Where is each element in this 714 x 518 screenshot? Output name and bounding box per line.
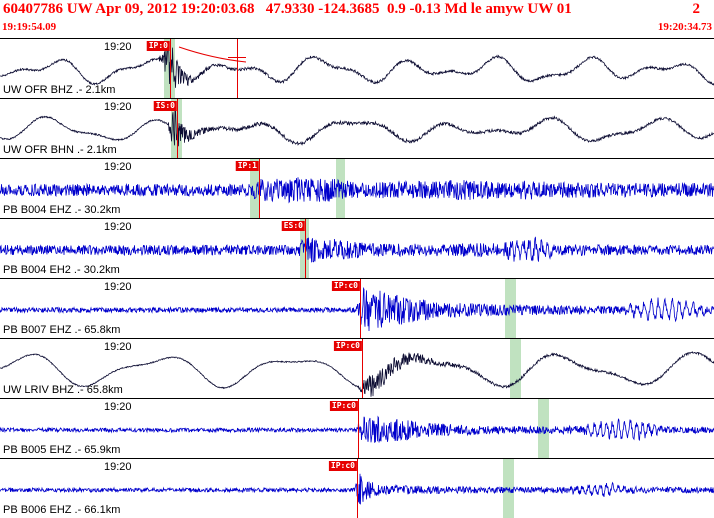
trace-line	[0, 286, 714, 332]
pick-line[interactable]	[259, 159, 260, 218]
trace-panel: IP:0 19:20 UW OFR BHZ .- 2.1km	[0, 38, 714, 98]
station-label: PB B006 EHZ .- 66.1km	[3, 504, 121, 516]
trace-line	[0, 236, 714, 263]
minute-label: 19:20	[104, 461, 132, 473]
pick-flag[interactable]: IP:c0	[328, 461, 357, 471]
event-summary-text: 60407786 UW Apr 09, 2012 19:20:03.68 47.…	[3, 1, 572, 17]
event-summary-extra: 2	[692, 1, 701, 17]
trace-panel: IP:c0 19:20 UW LRIV BHZ .- 65.8km	[0, 338, 714, 398]
trace-line	[0, 415, 714, 443]
window-end-time: 19:20:34.73	[657, 21, 712, 33]
pick-line[interactable]	[177, 99, 178, 158]
station-label: UW OFR BHN .- 2.1km	[3, 144, 117, 156]
waveform[interactable]	[0, 159, 714, 218]
station-label: PB B005 EHZ .- 65.9km	[3, 444, 121, 456]
pick-line[interactable]	[305, 219, 306, 278]
header: 60407786 UW Apr 09, 2012 19:20:03.68 47.…	[0, 0, 714, 38]
minute-label: 19:20	[104, 341, 132, 353]
minute-label: 19:20	[104, 281, 132, 293]
trace-line	[0, 351, 714, 397]
trace-panel: IP:c0 19:20 PB B006 EHZ .- 66.1km	[0, 458, 714, 518]
station-label: PB B004 EHZ .- 30.2km	[3, 204, 121, 216]
waveform[interactable]	[0, 279, 714, 338]
event-summary-line: 60407786 UW Apr 09, 2012 19:20:03.68 47.…	[3, 1, 700, 18]
highlight-band	[503, 459, 514, 518]
pick-flag[interactable]: IP:0	[146, 41, 170, 51]
waveform[interactable]	[0, 99, 714, 158]
minute-label: 19:20	[104, 161, 132, 173]
trace-panel: IP:c0 19:20 PB B007 EHZ .- 65.8km	[0, 278, 714, 338]
pick-line[interactable]	[357, 459, 358, 518]
trace-panel: IP:1 19:20 PB B004 EHZ .- 30.2km	[0, 158, 714, 218]
trace-line	[0, 108, 714, 147]
highlight-band	[300, 219, 309, 278]
trace-line	[0, 177, 714, 204]
trace-panel: IS:0 19:20 UW OFR BHN .- 2.1km	[0, 98, 714, 158]
minute-label: 19:20	[104, 41, 132, 53]
pick-flag[interactable]: IP:c0	[333, 341, 362, 351]
trace-panel: IP:c0 19:20 PB B005 EHZ .- 65.9km	[0, 398, 714, 458]
trace-panel: ES:0 19:20 PB B004 EH2 .- 30.2km	[0, 218, 714, 278]
pick-line[interactable]	[362, 339, 363, 398]
highlight-band	[505, 279, 516, 338]
window-start-time: 19:19:54.09	[2, 21, 57, 33]
station-label: UW LRIV BHZ .- 65.8km	[3, 384, 123, 396]
waveform[interactable]	[0, 219, 714, 278]
time-window-line: 19:19:54.09 19:20:34.73	[2, 21, 712, 33]
pick-flag[interactable]: IP:c0	[331, 281, 360, 291]
pick-line[interactable]	[358, 399, 359, 458]
minute-label: 19:20	[104, 101, 132, 113]
cursor-crosshair[interactable]	[228, 57, 246, 58]
highlight-band	[250, 159, 259, 218]
pick-flag[interactable]: ES:0	[281, 221, 305, 231]
waveform[interactable]	[0, 39, 714, 98]
pick-line[interactable]	[360, 279, 361, 338]
highlight-band	[510, 339, 521, 398]
station-label: UW OFR BHZ .- 2.1km	[3, 84, 116, 96]
minute-label: 19:20	[104, 401, 132, 413]
trace-line	[0, 41, 714, 88]
station-label: PB B007 EHZ .- 65.8km	[3, 324, 121, 336]
waveform[interactable]	[0, 399, 714, 458]
panels: IP:0 19:20 UW OFR BHZ .- 2.1km IS:0 19:20 UW …	[0, 38, 714, 518]
waveform[interactable]	[0, 339, 714, 398]
cursor-line[interactable]	[237, 39, 238, 98]
coda-decay-curve	[178, 46, 247, 63]
station-label: PB B004 EH2 .- 30.2km	[3, 264, 120, 276]
pick-line[interactable]	[170, 39, 171, 98]
pick-flag[interactable]: IP:1	[235, 161, 259, 171]
minute-label: 19:20	[104, 221, 132, 233]
pick-flag[interactable]: IS:0	[153, 101, 177, 111]
pick-flag[interactable]: IP:c0	[329, 401, 358, 411]
